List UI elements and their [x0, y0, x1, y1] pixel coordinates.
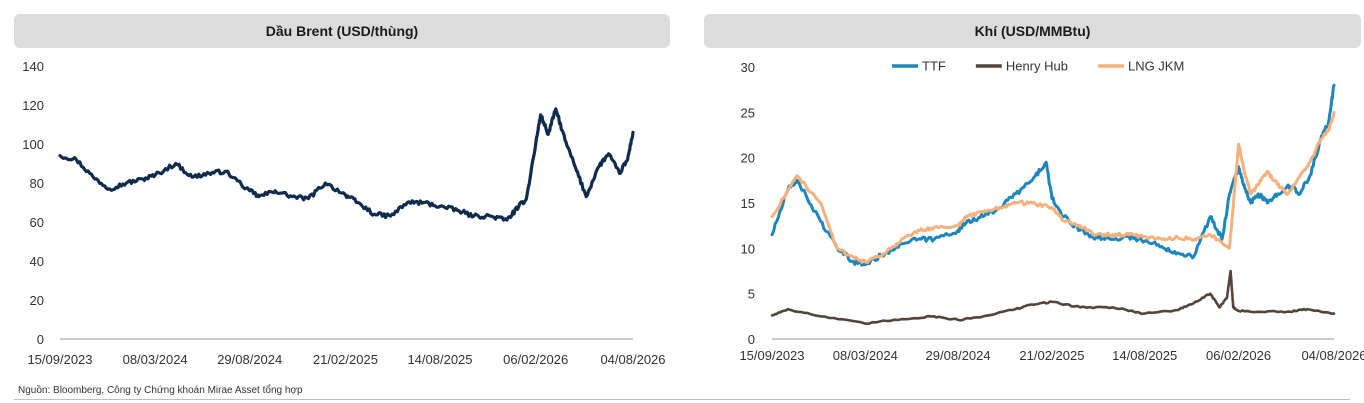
x-tick-label: 08/03/2024 — [833, 348, 898, 363]
series-line-lng-jkm — [770, 110, 1336, 265]
y-tick-label: 120 — [22, 98, 44, 113]
x-tick-label: 06/02/2026 — [503, 352, 568, 367]
y-tick-label: 5 — [748, 287, 755, 302]
y-tick-label: 0 — [748, 332, 755, 347]
x-tick-label: 14/08/2025 — [1112, 348, 1177, 363]
brent-chart-panel: Dầu Brent (USD/thùng) 0 20 40 60 80 100 120 140… — [0, 0, 680, 400]
y-tick-label: 20 — [30, 293, 44, 308]
series-line-0-0 — [58, 107, 635, 222]
brent-chart-svg: 0 20 40 60 80 100 120 140 15/09/2023 08/03/2024 29… — [22, 59, 665, 367]
source-note: Nguồn: Bloomberg, Công ty Chứng khoán Mi… — [18, 385, 303, 396]
x-tick-label: 04/08/2026 — [1301, 348, 1364, 363]
y-tick-label: 30 — [741, 60, 755, 75]
y-tick-label: 20 — [741, 151, 755, 166]
x-tick-label: 06/02/2026 — [1206, 348, 1271, 363]
gas-chart-title: Khí (USD/MMBtu) — [704, 14, 1361, 48]
y-tick-label: 60 — [30, 215, 44, 230]
y-tick-label: 10 — [741, 241, 755, 256]
y-tick-label: 40 — [30, 254, 44, 269]
gas-chart-panel: Khí (USD/MMBtu) 0 5 10 15 20 25 30 15/09/2023 08… — [690, 0, 1364, 400]
bottom-divider — [14, 399, 1350, 400]
legend-label: LNG JKM — [1128, 59, 1184, 74]
gas-chart-svg: 0 5 10 15 20 25 30 15/09/2023 08/03/2024 29/08/20… — [739, 59, 1364, 364]
x-tick-label: 15/09/2023 — [739, 348, 804, 363]
legend-label: Henry Hub — [1006, 59, 1068, 74]
y-tick-label: 80 — [30, 176, 44, 191]
x-tick-label: 21/02/2025 — [1019, 348, 1084, 363]
x-tick-label: 14/08/2025 — [407, 352, 472, 367]
y-tick-label: 25 — [741, 105, 755, 120]
series-line-henry-hub — [770, 269, 1336, 325]
x-tick-label: 08/03/2024 — [123, 352, 188, 367]
y-tick-label: 15 — [741, 196, 755, 211]
x-tick-label: 15/09/2023 — [27, 352, 92, 367]
brent-chart-title: Dầu Brent (USD/thùng) — [14, 14, 670, 48]
legend-label: TTF — [922, 59, 946, 74]
x-tick-label: 21/02/2025 — [313, 352, 378, 367]
x-tick-label: 29/08/2024 — [217, 352, 282, 367]
y-tick-label: 0 — [37, 332, 44, 347]
series-line-ttf — [770, 83, 1336, 267]
y-tick-label: 100 — [22, 137, 44, 152]
x-tick-label: 29/08/2024 — [926, 348, 991, 363]
x-tick-label: 04/08/2026 — [600, 352, 665, 367]
y-tick-label: 140 — [22, 59, 44, 74]
